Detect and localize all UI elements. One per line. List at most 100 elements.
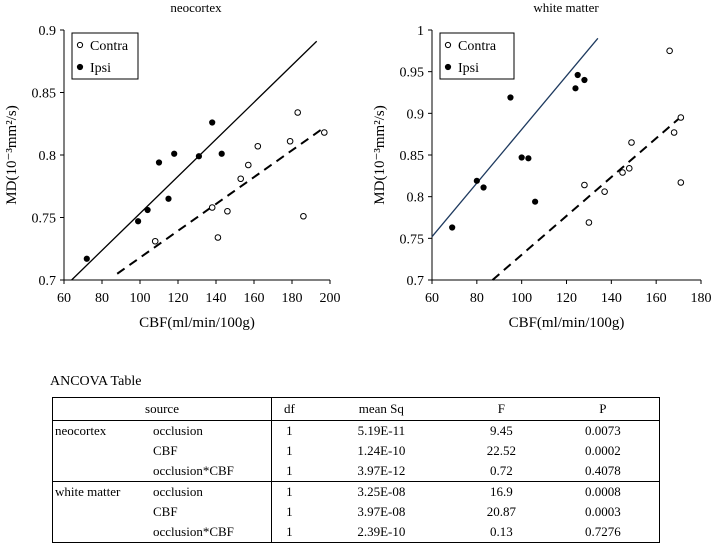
- contra-point: [208, 204, 216, 211]
- ipsi-point: [532, 198, 539, 205]
- contra-fit-line: [116, 126, 325, 275]
- ipsi-point: [144, 206, 151, 214]
- legend-marker-ipsi: [76, 63, 84, 71]
- ipsi-point: [135, 218, 142, 225]
- row-f: 22.52: [486, 443, 517, 458]
- row-mean-sq: 1.24E-10: [357, 443, 406, 458]
- x-axis-label: CBF(ml/min/100g): [509, 315, 625, 331]
- ipsi-fit-line: [71, 40, 318, 281]
- ipsi-point: [165, 195, 172, 202]
- anova-row: occlusion*CBF 1 2.39E-10 0.13 0.7276: [53, 522, 660, 543]
- row-f: 9.45: [455, 420, 547, 441]
- row-p: 0.0008: [546, 481, 660, 502]
- legend-marker-ipsi: [444, 63, 452, 71]
- ipsi-point: [171, 150, 178, 157]
- y-tick-label: 0.9: [407, 107, 425, 122]
- y-tick-label: 0.95: [400, 66, 425, 81]
- row-mean-sq: 3.25E-08: [306, 481, 456, 502]
- y-tick-label: 0.85: [400, 149, 425, 164]
- ipsi-point: [209, 119, 216, 126]
- anova-group-neocortex: neocortex occlusion 1 5.19E-11 9.45 0.0073 CBF…: [52, 420, 660, 482]
- x-tick-label: 80: [95, 291, 109, 306]
- row-mean-sq: 5.19E-11: [306, 420, 456, 441]
- ipsi-point: [473, 177, 480, 184]
- x-tick-label: 100: [130, 291, 151, 306]
- row-effect: occlusion: [153, 423, 203, 438]
- row-source: white matter occlusion: [52, 481, 272, 502]
- row-effect: occlusion*CBF: [153, 524, 234, 539]
- legend-marker-contra: [76, 41, 84, 49]
- contra-point: [224, 207, 231, 215]
- ipsi-point: [449, 224, 456, 231]
- row-mean-sq: 2.39E-10: [357, 524, 406, 539]
- legend-box: [71, 32, 139, 80]
- anova-row: occlusion*CBF 1 3.97E-12 0.72 0.4078: [53, 461, 660, 482]
- contra-point: [619, 169, 626, 176]
- ipsi-point: [574, 71, 581, 79]
- legend-marker-contra: [444, 41, 452, 49]
- header-f: F: [455, 397, 547, 421]
- row-group: white matter: [55, 484, 121, 499]
- x-tick-label: 60: [425, 291, 439, 306]
- legend-label-contra: Contra: [90, 39, 129, 54]
- anova-table-title: ANCOVA Table: [50, 374, 142, 389]
- contra-point: [670, 129, 678, 136]
- row-mean-sq: 3.97E-08: [357, 504, 406, 519]
- row-df: 1: [270, 481, 307, 502]
- row-group: neocortex: [55, 423, 107, 438]
- contra-point: [151, 237, 159, 245]
- contra-point: [585, 219, 593, 226]
- header-df: df: [270, 397, 307, 421]
- row-source: occlusion*CBF: [53, 522, 272, 543]
- x-tick-label: 120: [556, 291, 577, 306]
- y-tick-label: 0.7: [39, 274, 57, 289]
- y-tick-label: 0.8: [39, 149, 57, 164]
- contra-point: [254, 142, 262, 150]
- x-tick-label: 180: [282, 291, 303, 306]
- x-tick-label: 140: [206, 291, 227, 306]
- chart-neocortex: neocortex 0.7 0.75 0.8 0.85 0.9 60 80 100 120 140 1…: [4, 0, 341, 331]
- y-tick-label: 1: [417, 24, 424, 39]
- row-effect: CBF: [153, 504, 178, 519]
- row-effect: occlusion: [153, 484, 203, 499]
- row-f: 0.13: [490, 524, 513, 539]
- row-p: 0.0003: [585, 504, 621, 519]
- row-source: CBF: [53, 441, 272, 461]
- x-tick-label: 120: [168, 291, 189, 306]
- contra-point: [237, 175, 244, 183]
- chart-title: neocortex: [170, 0, 222, 15]
- x-tick-label: 160: [646, 291, 667, 306]
- row-p: 0.0002: [585, 443, 621, 458]
- row-f: 20.87: [486, 504, 517, 519]
- header-source: source: [52, 397, 272, 421]
- y-axis-label: MD(10⁻³mm²/s): [372, 105, 388, 204]
- x-tick-label: 180: [691, 291, 712, 306]
- header-mean-sq: mean Sq: [306, 397, 456, 421]
- contra-point: [294, 109, 302, 116]
- row-effect: CBF: [153, 443, 178, 458]
- legend-label-ipsi: Ipsi: [90, 61, 111, 76]
- ipsi-point: [518, 154, 525, 161]
- anova-table: source df mean Sq F P neocortex occlusion…: [52, 397, 660, 543]
- x-tick-label: 100: [511, 291, 532, 306]
- contra-point: [286, 137, 294, 145]
- row-f: 0.72: [490, 463, 513, 478]
- row-p: 0.4078: [585, 463, 621, 478]
- ipsi-point: [572, 85, 579, 92]
- ipsi-point: [480, 184, 487, 191]
- row-df: 1: [270, 502, 307, 522]
- anova-row: CBF 1 3.97E-08 20.87 0.0003: [53, 502, 660, 522]
- contra-point: [214, 234, 222, 241]
- row-p: 0.7276: [585, 524, 621, 539]
- row-df: 1: [270, 522, 307, 543]
- contra-point: [628, 139, 635, 146]
- contra-point: [245, 161, 252, 169]
- x-tick-label: 200: [320, 291, 341, 306]
- anova-header-row: source df mean Sq F P: [52, 397, 660, 421]
- legend-box: [439, 32, 515, 80]
- header-p: P: [546, 397, 660, 421]
- y-tick-label: 0.85: [32, 87, 57, 102]
- anova-row: white matter occlusion 1 3.25E-08 16.9 0.0008: [52, 481, 660, 502]
- ipsi-point: [218, 150, 225, 157]
